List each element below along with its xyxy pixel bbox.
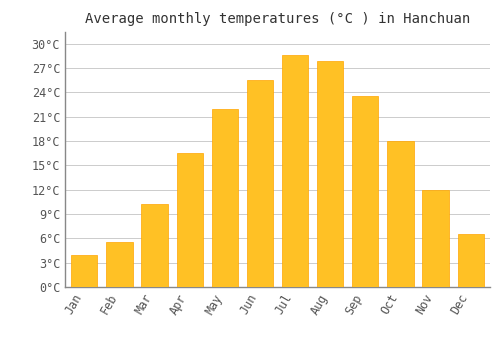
Bar — [176, 153, 203, 287]
Bar — [212, 108, 238, 287]
Bar — [282, 55, 308, 287]
Bar — [458, 234, 484, 287]
Bar — [142, 204, 168, 287]
Bar — [71, 254, 98, 287]
Bar — [422, 190, 448, 287]
Bar — [317, 61, 344, 287]
Bar — [388, 141, 413, 287]
Title: Average monthly temperatures (°C ) in Hanchuan: Average monthly temperatures (°C ) in Ha… — [85, 12, 470, 26]
Bar — [247, 80, 273, 287]
Bar — [106, 243, 132, 287]
Bar — [352, 96, 378, 287]
